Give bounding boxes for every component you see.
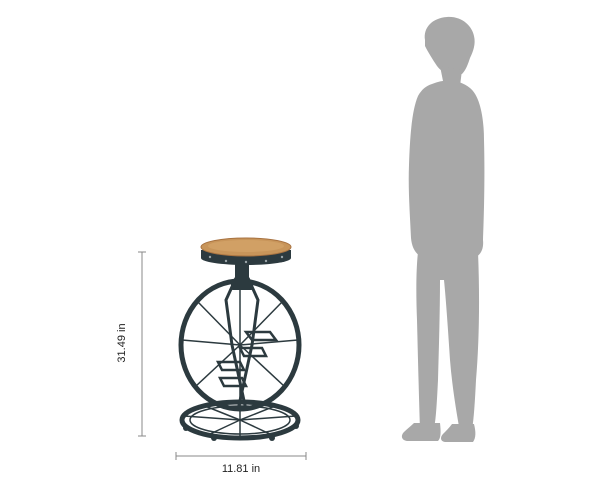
height-dimension-line [138,251,146,437]
height-dimension-label: 31.49 in [116,323,128,363]
upright-wheel [178,278,302,412]
base-wheel [179,399,301,441]
bar-stool-image [178,237,302,441]
width-dimension-line [175,452,307,460]
human-silhouette-icon [401,16,485,442]
pedal-steps [215,330,279,388]
width-dimension-label: 11.81 in [221,463,261,475]
